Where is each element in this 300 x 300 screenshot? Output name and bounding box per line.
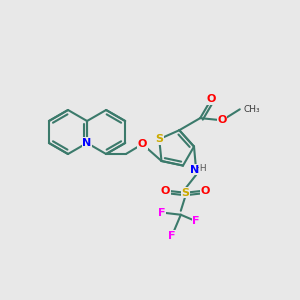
Text: S: S xyxy=(181,188,189,198)
Text: O: O xyxy=(218,115,227,125)
Text: F: F xyxy=(158,208,166,218)
Text: ·H: ·H xyxy=(197,164,207,173)
Text: O: O xyxy=(206,94,216,104)
Text: O: O xyxy=(200,185,210,196)
Text: F: F xyxy=(193,216,200,226)
Text: F: F xyxy=(168,231,176,241)
Text: S: S xyxy=(155,134,163,144)
Text: N: N xyxy=(190,165,199,175)
Text: CH₃: CH₃ xyxy=(244,105,260,114)
Text: O: O xyxy=(138,139,147,149)
Text: N: N xyxy=(82,138,92,148)
Text: O: O xyxy=(161,185,170,196)
